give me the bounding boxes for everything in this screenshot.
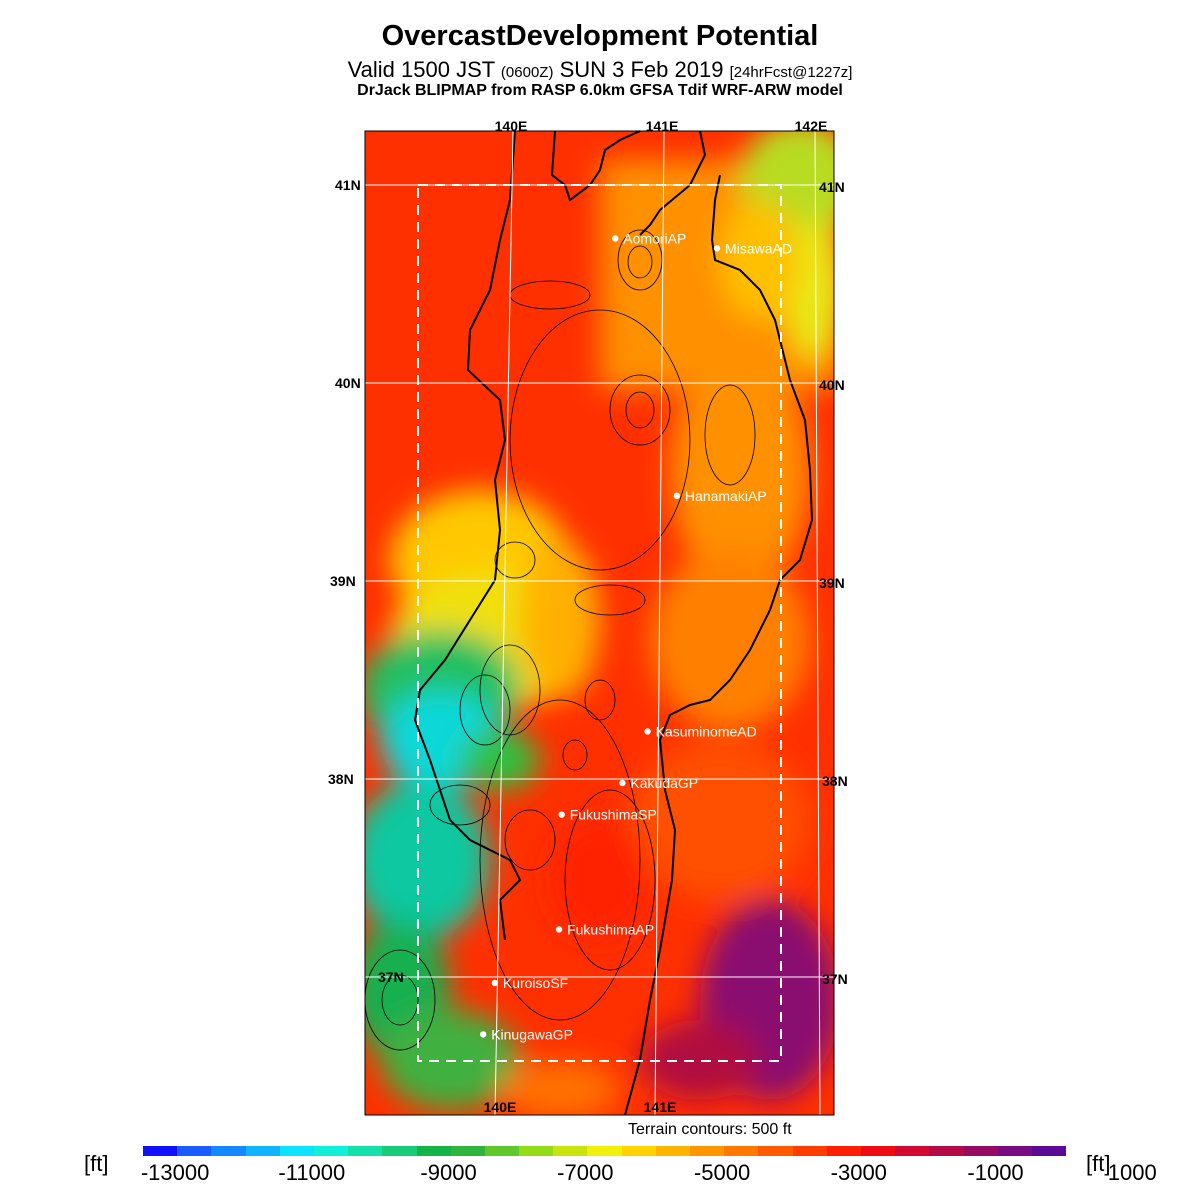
station-label: AomoriAP	[623, 230, 686, 246]
colorbar-swatch	[211, 1146, 246, 1156]
colorbar-tick-label: -1000	[967, 1160, 1024, 1185]
colorbar-swatch	[929, 1146, 964, 1156]
terrain-contours	[365, 229, 756, 1051]
colorbar-swatch	[758, 1146, 793, 1156]
utc-time: (0600Z)	[500, 64, 554, 81]
colorbar-swatch	[860, 1146, 896, 1156]
map-frame	[364, 130, 835, 1116]
model-description: DrJack BLIPMAP from RASP 6.0km GFSA Tdif…	[357, 82, 843, 99]
station-marker	[491, 979, 499, 987]
colorbar-swatch	[826, 1146, 861, 1156]
valid-date: SUN 3 Feb 2019	[559, 57, 724, 82]
lon-label-top: 141E	[646, 118, 679, 134]
station-marker	[644, 728, 651, 735]
station-marker	[612, 235, 619, 242]
station-label: FukushimaAP	[567, 921, 654, 937]
lat-label-left: 40N	[335, 375, 361, 391]
colorbar-swatch	[655, 1146, 690, 1156]
colorbar-tick-label: -13000	[140, 1160, 210, 1185]
colorbar-tick-label: 1000	[1107, 1160, 1157, 1185]
colorbar	[143, 1146, 1067, 1156]
colorbar-tick-label: -7000	[557, 1160, 614, 1185]
valid-time: Valid 1500 JST	[347, 57, 495, 82]
coastline	[413, 130, 814, 1116]
forecast-info: [24hrFcst@1227z]	[729, 64, 853, 81]
colorbar-tick-label: -11000	[278, 1160, 346, 1185]
page-title: OvercastDevelopment Potential	[381, 20, 819, 52]
station-marker	[558, 811, 565, 818]
colorbar-swatch	[177, 1146, 212, 1156]
lat-label-right: 38N	[822, 773, 848, 789]
station-marker	[619, 779, 626, 787]
colorbar-swatch	[348, 1146, 383, 1156]
color-field	[365, 131, 834, 1115]
colorbar-unit-right: [ft]	[1086, 1151, 1111, 1176]
colorbar-swatch	[382, 1146, 417, 1156]
lat-label-left: 39N	[330, 573, 356, 589]
inner-domain-boundary	[417, 184, 782, 1062]
colorbar-swatch	[895, 1146, 930, 1156]
colorbar-swatch	[621, 1146, 656, 1156]
colorbar-swatch	[245, 1146, 280, 1156]
station-marker	[713, 245, 721, 252]
forecast-map: 140E 141E 142E 140E 141E 41N 40N 39N 38N…	[328, 118, 848, 1116]
colorbar-swatch	[792, 1146, 827, 1156]
lat-lon-grid	[365, 130, 834, 1116]
station-label: HanamakiAP	[685, 488, 767, 504]
station-label: MisawaAD	[725, 240, 792, 256]
valid-time-line: Valid 1500 JST (0600Z) SUN 3 Feb 2019 [2…	[0, 57, 1200, 83]
lon-label-bottom: 141E	[644, 1099, 677, 1115]
colorbar-tick-label: -5000	[693, 1160, 751, 1185]
station-marker	[479, 1031, 487, 1038]
colorbar-swatch	[997, 1146, 1032, 1156]
station-label: KinugawaGP	[491, 1026, 573, 1042]
colorbar-swatch	[313, 1146, 349, 1156]
station-markers: AomoriAP MisawaAD HanamakiAP KasuminomeAD Ka…	[479, 230, 792, 1042]
station-label: FukushimaSP	[570, 807, 657, 823]
colorbar-swatch	[690, 1146, 725, 1156]
terrain-contour-note: Terrain contours: 500 ft	[628, 1121, 792, 1138]
station-marker	[673, 492, 681, 500]
lat-label-right: 37N	[822, 971, 848, 987]
lat-label-left: 38N	[328, 771, 354, 787]
colorbar-swatch	[279, 1146, 314, 1156]
colorbar-swatch	[519, 1146, 554, 1156]
colorbar-swatch	[143, 1146, 178, 1156]
station-label: KasuminomeAD	[656, 723, 757, 739]
lat-label-left: 37N	[378, 969, 404, 985]
colorbar-swatch	[450, 1146, 485, 1156]
colorbar-swatch	[484, 1146, 520, 1156]
lat-label-right: 39N	[819, 575, 845, 591]
lat-label-left: 41N	[335, 177, 361, 193]
station-marker	[555, 926, 563, 933]
colorbar-swatch	[724, 1146, 759, 1156]
colorbar-swatch	[587, 1146, 622, 1156]
lon-label-top: 142E	[795, 118, 828, 134]
colorbar-unit-left: [ft]	[84, 1151, 109, 1176]
colorbar-swatch	[963, 1146, 998, 1156]
colorbar-swatch	[416, 1146, 451, 1156]
colorbar-swatch	[1031, 1146, 1067, 1156]
lat-label-right: 41N	[819, 179, 845, 195]
station-label: KakudaGP	[630, 775, 698, 791]
lon-label-top: 140E	[495, 118, 528, 134]
colorbar-tick-label: -3000	[830, 1160, 887, 1185]
lon-label-bottom: 140E	[484, 1099, 517, 1115]
colorbar-tick-label: -9000	[420, 1160, 477, 1185]
lat-label-right: 40N	[819, 377, 845, 393]
colorbar-swatch	[553, 1146, 588, 1156]
station-label: KuroisoSF	[503, 975, 568, 991]
